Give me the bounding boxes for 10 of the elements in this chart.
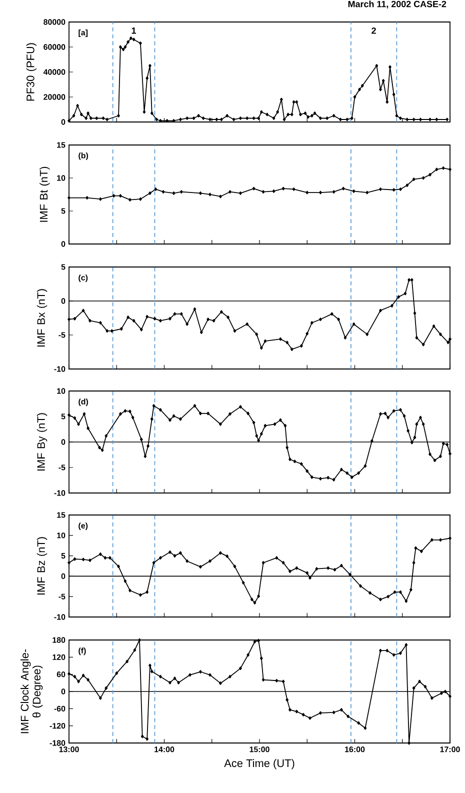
y-axis-title: IMF By (nT) bbox=[36, 413, 48, 471]
annotation: 1 bbox=[132, 28, 136, 34]
y-axis-title: IMF Bt (nT) bbox=[40, 166, 50, 222]
chart-title: March 11, 2002 CASE-2 bbox=[348, 0, 446, 9]
y-axis-title: IMF Bx (nT) bbox=[36, 289, 48, 347]
annotation: 2 bbox=[372, 28, 376, 34]
y-axis-title: IMF Bz (nT) bbox=[36, 537, 48, 595]
y-axis-title: IMF Clock Angle-θ (Degree) bbox=[20, 649, 43, 734]
y-axis-title: PF30 (PFU) bbox=[26, 43, 36, 101]
x-axis-title: Ace Time (UT) bbox=[224, 759, 294, 770]
